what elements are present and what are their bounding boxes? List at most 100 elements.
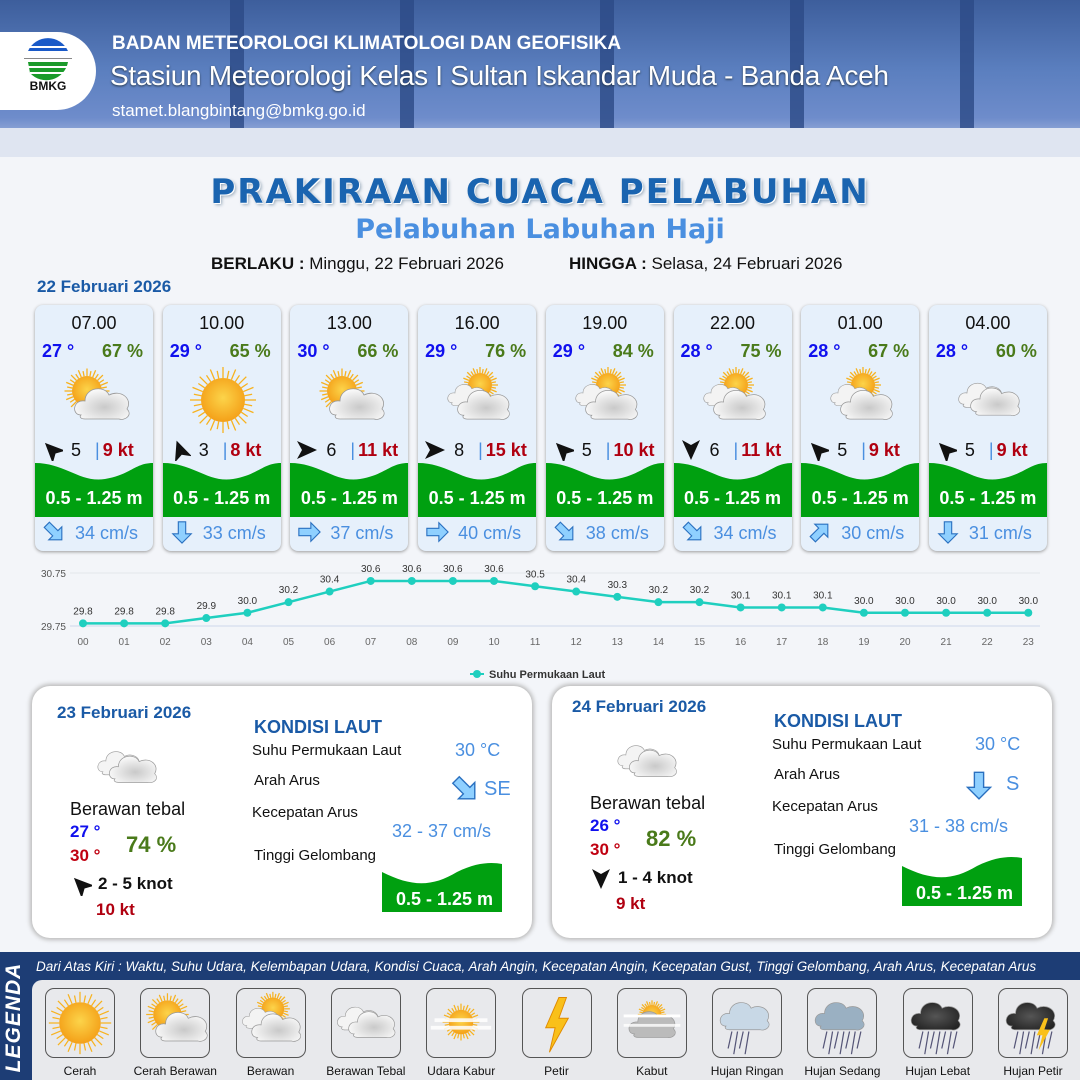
day1-date: 22 Februari 2026 [37,277,172,296]
air-temperature: 28 ° [680,341,713,361]
wind-speed: 6 [709,440,720,460]
legend-hujan-petir-icon [998,988,1068,1058]
max-temperature: 30 ° [590,840,621,859]
min-temperature: 27 ° [70,822,101,841]
data-point [120,619,129,628]
agency-name: BADAN METEOROLOGI KLIMATOLOGI DAN GEOFIS… [112,33,622,54]
weather-berawan-icon [825,367,897,433]
gust-speed-wrap: | 8 kt [222,440,262,460]
current-speed-label: Kecepatan Arus [252,804,358,821]
valid-from-value: Minggu, 22 Februari 2026 [309,254,504,273]
wind-speed: 6 [326,440,337,460]
gust-speed: 10 kt [96,900,135,919]
sea-condition-heading: KONDISI LAUT [774,711,902,731]
data-point [777,603,786,612]
gust-speed-wrap: | 15 kt [478,440,527,460]
data-label: 30.6 [402,564,422,575]
gust-speed-wrap: | 10 kt [605,440,655,460]
data-point [572,587,581,596]
gust-speed-wrap: | 9 kt [988,440,1028,460]
weather-cerah-icon [187,367,259,433]
weather-berawan-tebal-icon [612,730,682,785]
gust-speed: 9 kt [616,894,646,913]
data-label: 30.1 [813,590,833,601]
forecast-card: 04.00 28 ° 60 % 5 | 9 kt 0.5 - 1.25 m 31 cm/s [928,305,1047,551]
data-point [942,608,951,617]
forecast-time: 13.00 [326,313,372,333]
forecast-card: 16.00 29 ° 76 % 8 | 15 kt 0.5 - 1.25 m 40 cm/s [418,305,537,551]
data-point [654,598,663,607]
data-point [695,598,704,607]
wave-shape [673,463,792,517]
forecast-time: 07.00 [71,313,117,333]
current-direction-icon [935,520,961,544]
forecast-time: 10.00 [199,313,245,333]
data-point [490,576,498,585]
data-point [366,576,375,585]
weather-berawan-tebal-icon [92,736,162,791]
data-label: 30.0 [977,596,997,607]
legend-label: Cerah [63,1064,97,1078]
sst-value: 30 °C [975,734,1021,754]
data-label: 30.2 [279,585,299,596]
wind-speed-range: 2 - 5 knot [98,874,173,893]
current-speed-range: 32 - 37 cm/s [392,821,492,841]
legend-label: Cerah Berawan [133,1064,217,1078]
current-direction-icon [807,520,833,544]
air-temperature: 29 ° [552,341,586,361]
current-direction-icon [424,520,450,544]
min-temperature: 26 ° [590,816,621,835]
x-tick-label: 03 [201,637,213,648]
data-point [448,576,457,585]
valid-from-label: BERLAKU : [211,254,305,273]
humidity: 66 % [357,341,399,361]
legend-petir-icon [521,988,592,1058]
weather-berawan-icon [570,367,642,433]
daily-panel: 24 Februari 2026 Berawan tebal 26 ° 30 ° 82 … [552,686,1052,938]
data-point [818,603,827,612]
wind-speed: 5 [581,440,592,460]
weather-condition: Berawan tebal [590,793,706,813]
data-label: 30.1 [772,590,792,601]
legend-label: Hujan Ringan [710,1064,784,1078]
wave-shape [418,463,537,517]
wind-direction-icon [935,439,960,464]
legend-hujan-lebat-icon [902,988,973,1058]
humidity: 76 % [485,341,527,361]
legend-hujan-ringan-icon [712,988,783,1058]
data-label: 29.9 [197,601,217,612]
wave-shape [801,463,920,517]
forecast-card: 10.00 29 ° 65 % 3 | 8 kt 0.5 - 1.25 m 33 cm/s [162,305,281,551]
humidity: 82 % [646,826,697,851]
gust-speed: 9 kt [868,440,900,460]
data-label: 30.5 [525,569,545,580]
station-email[interactable]: stamet.blangbintang@bmkg.go.id [112,101,366,120]
wave-height: 0.5 - 1.25 m [683,488,782,508]
wind-speed: 8 [454,440,465,460]
data-point [325,587,334,596]
wind-direction-icon [807,439,832,464]
air-temperature: 30 ° [297,341,330,361]
data-point [284,598,293,607]
legend-label: Berawan [246,1064,295,1078]
current-speed-range: 31 - 38 cm/s [909,816,1009,836]
gust-speed-wrap: | 9 kt [95,440,134,460]
forecast-time: 16.00 [454,313,500,333]
current-direction-text: SE [484,778,511,800]
data-point [859,608,868,617]
x-tick-label: 10 [488,637,500,648]
data-point [901,608,909,617]
current-speed: 30 cm/s [841,523,905,543]
wind-direction-icon [680,439,702,461]
humidity: 74 % [126,832,177,857]
legend-cerah-berawan-icon [140,988,211,1058]
forecast-card: 01.00 28 ° 67 % 5 | 9 kt 0.5 - 1.25 m 30 cm/s [801,305,920,551]
panel-date: 23 Februari 2026 [57,703,192,722]
x-tick-label: 20 [899,637,911,648]
wave-height: 0.5 - 1.25 m [916,883,1014,903]
data-label: 29.8 [155,606,175,617]
x-tick-label: 11 [530,637,541,648]
wind-speed: 5 [837,440,848,460]
header-banner [0,0,1080,157]
x-tick-label: 14 [653,637,665,648]
